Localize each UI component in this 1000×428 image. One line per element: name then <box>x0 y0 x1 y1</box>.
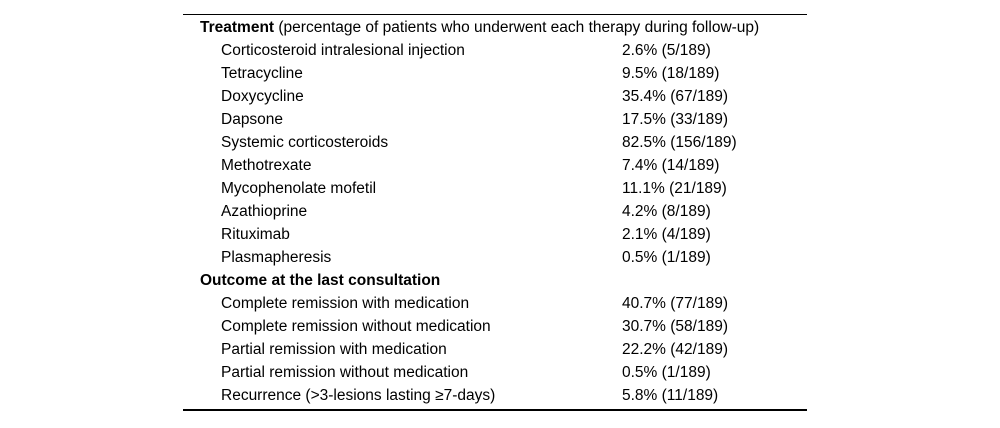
section-header-row: Outcome at the last consultation <box>183 269 807 292</box>
table-row: Rituximab 2.1% (4/189) <box>183 223 807 246</box>
row-label: Partial remission with medication <box>221 341 447 358</box>
table-row: Dapsone 17.5% (33/189) <box>183 108 807 131</box>
row-value: 2.6% (5/189) <box>622 42 711 59</box>
row-label: Systemic corticosteroids <box>221 134 389 151</box>
row-label: Plasmapheresis <box>221 249 332 266</box>
row-value: 35.4% (67/189) <box>622 88 728 105</box>
row-value: 30.7% (58/189) <box>622 318 728 335</box>
table-row: Doxycycline 35.4% (67/189) <box>183 85 807 108</box>
table-row: Complete remission with medication 40.7% … <box>183 292 807 315</box>
row-value: 4.2% (8/189) <box>622 203 711 220</box>
row-value: 40.7% (77/189) <box>622 295 728 312</box>
section-title-suffix: (percentage of patients who underwent ea… <box>274 19 760 36</box>
row-value: 82.5% (156/189) <box>622 134 737 151</box>
row-value: 7.4% (14/189) <box>622 157 720 174</box>
table-row: Corticosteroid intralesional injection 2.… <box>183 39 807 62</box>
table-row: Recurrence (>3-lesions lasting ≥7-days) 5… <box>183 384 807 407</box>
row-value: 0.5% (1/189) <box>622 249 711 266</box>
row-value: 2.1% (4/189) <box>622 226 711 243</box>
table-row: Methotrexate 7.4% (14/189) <box>183 154 807 177</box>
table-body: Treatment (percentage of patients who un… <box>183 16 807 407</box>
row-label: Tetracycline <box>221 65 303 82</box>
row-value: 0.5% (1/189) <box>622 364 711 381</box>
table-row: Mycophenolate mofetil 11.1% (21/189) <box>183 177 807 200</box>
row-value: 9.5% (18/189) <box>622 65 720 82</box>
row-label: Partial remission without medication <box>221 364 469 381</box>
row-label: Doxycycline <box>221 88 304 105</box>
table-row: Tetracycline 9.5% (18/189) <box>183 62 807 85</box>
table-row: Plasmapheresis 0.5% (1/189) <box>183 246 807 269</box>
table-row: Azathioprine 4.2% (8/189) <box>183 200 807 223</box>
row-value: 11.1% (21/189) <box>622 180 727 197</box>
row-label: Rituximab <box>221 226 290 243</box>
table-row: Systemic corticosteroids 82.5% (156/189) <box>183 131 807 154</box>
section-title: Treatment <box>200 19 275 36</box>
treatment-outcome-table: Treatment (percentage of patients who un… <box>183 14 807 411</box>
table-row: Partial remission with medication 22.2% (… <box>183 338 807 361</box>
row-label: Complete remission without medication <box>221 318 491 335</box>
row-label: Corticosteroid intralesional injection <box>221 42 465 59</box>
row-label: Recurrence (>3-lesions lasting ≥7-days) <box>221 387 496 404</box>
table-row: Complete remission without medication 30.… <box>183 315 807 338</box>
row-value: 22.2% (42/189) <box>622 341 728 358</box>
row-value: 17.5% (33/189) <box>622 111 728 128</box>
row-label: Dapsone <box>221 111 284 128</box>
row-label: Complete remission with medication <box>221 295 470 312</box>
row-label: Azathioprine <box>221 203 308 220</box>
table-row: Partial remission without medication 0.5%… <box>183 361 807 384</box>
row-value: 5.8% (11/189) <box>622 387 719 404</box>
row-label: Methotrexate <box>221 157 312 174</box>
row-label: Mycophenolate mofetil <box>221 180 377 197</box>
section-title: Outcome at the last consultation <box>200 272 441 289</box>
section-header-row: Treatment (percentage of patients who un… <box>183 16 807 39</box>
